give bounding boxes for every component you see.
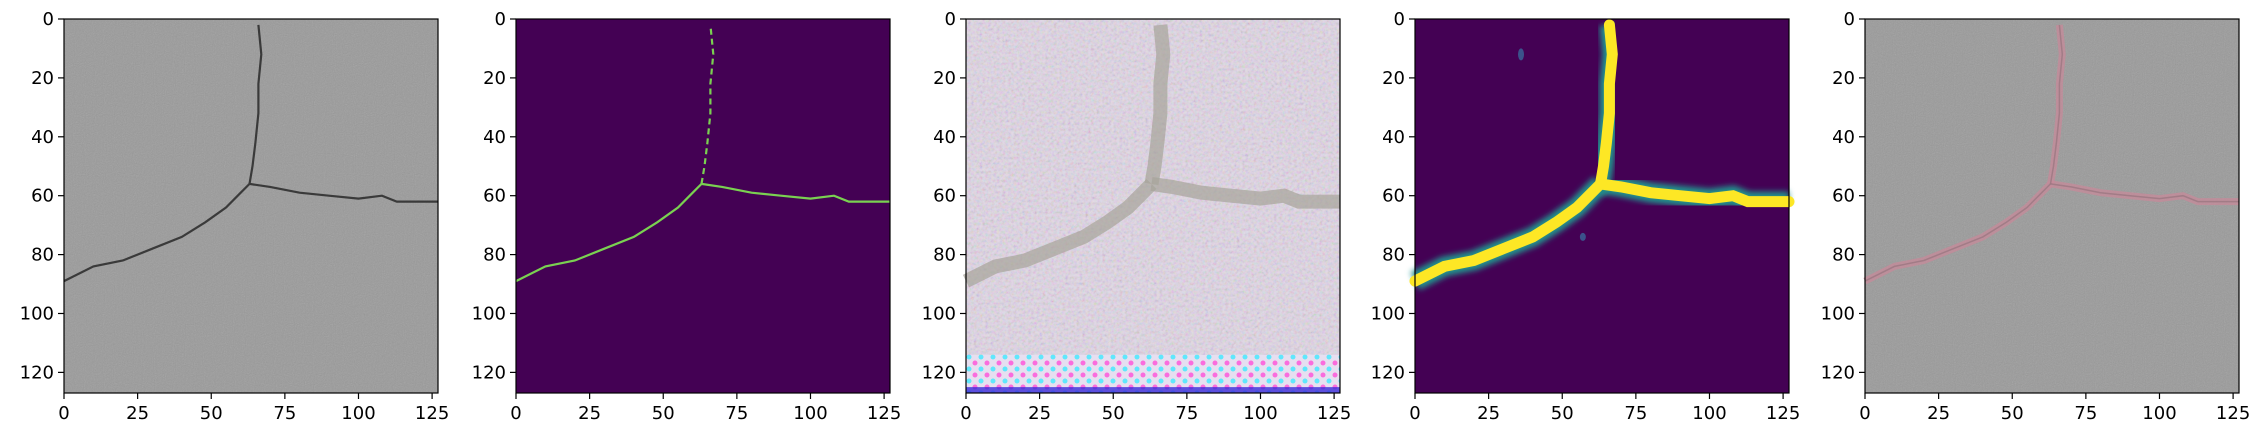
x-tick-label: 125 [1766,403,1800,424]
heatmap-core [1595,178,1795,208]
x-tick-label: 25 [578,403,601,424]
overlay-crack-core [2049,24,2064,185]
heatmap-core [1595,19,1618,190]
noisy-artifact-edge [966,387,1340,393]
y-tick-label: 40 [483,127,506,148]
x-tick-label: 100 [341,403,375,424]
x-tick-label: 0 [510,403,521,424]
y-tick-label: 100 [922,303,956,324]
x-tick-label: 50 [1102,403,1125,424]
x-tick-label: 100 [1243,403,1277,424]
crack-line [248,24,263,185]
y-tick-label: 80 [933,245,956,266]
heatmap-core [1409,178,1606,287]
mask-line [515,183,703,283]
mask-line [701,182,890,203]
x-tick-label: 0 [960,403,971,424]
y-tick-label: 20 [1832,68,1855,89]
y-tick-label: 20 [1382,68,1405,89]
x-tick-label: 75 [725,403,748,424]
axes-frame [1414,18,1790,394]
x-tick-label: 25 [126,403,149,424]
y-tick-label: 0 [1844,9,1855,30]
x-tick-label: 25 [1028,403,1051,424]
y-tick-label: 100 [472,303,506,324]
y-tick-label: 40 [31,127,54,148]
y-tick-label: 60 [933,186,956,207]
panel-overlay: 0 25 50 75 100 125 0 20 40 60 80 100 120 [1821,9,2251,424]
x-tick-label: 100 [2142,403,2176,424]
axes-frame [1864,18,2240,394]
overlay-crack-core [1864,183,2052,282]
y-tick-label: 60 [483,186,506,207]
y-tick-label: 20 [31,68,54,89]
y-tick-label: 80 [483,245,506,266]
x-tick-label: 125 [1317,403,1351,424]
y-tick-label: 20 [933,68,956,89]
panel-heatmap: 0 25 50 75 100 125 0 20 40 60 80 100 120 [1371,9,1801,424]
x-tick-label: 0 [58,403,69,424]
noisy-artifact-band [966,354,1340,393]
y-tick-label: 100 [1821,303,1855,324]
axes-frame [965,18,1341,394]
x-tick-label: 25 [1927,403,1950,424]
crack-line [63,183,251,283]
y-tick-label: 0 [1394,9,1405,30]
x-tick-label: 75 [1624,403,1647,424]
y-tick-label: 0 [945,9,956,30]
photo-texture [64,19,438,393]
x-tick-label: 50 [1551,403,1574,424]
x-tick-label: 125 [867,403,901,424]
panel-photo: 0 25 50 75 100 125 0 20 40 60 80 100 120 [20,9,450,424]
x-tick-label: 75 [2074,403,2097,424]
x-tick-label: 125 [2216,403,2250,424]
y-tick-label: 120 [20,362,54,383]
heatmap-blob [1518,48,1525,61]
x-tick-label: 100 [1692,403,1726,424]
y-tick-label: 120 [472,362,506,383]
panel-mask: 0 25 50 75 100 125 0 20 40 60 80 100 120 [472,9,902,424]
y-tick-label: 80 [1382,245,1405,266]
overlay-crack-core [2050,183,2239,203]
crack-line [249,182,438,203]
y-tick-label: 0 [495,9,506,30]
y-tick-label: 120 [922,362,956,383]
y-tick-label: 120 [1371,362,1405,383]
x-tick-label: 50 [200,403,223,424]
x-tick-label: 50 [652,403,675,424]
y-tick-label: 100 [20,303,54,324]
y-tick-label: 60 [1832,186,1855,207]
panel-noisy: 0 25 50 75 100 125 0 20 40 60 80 100 120 [922,9,1352,424]
photo-texture [1865,19,2239,393]
y-tick-label: 120 [1821,362,1855,383]
axes-frame [63,18,439,394]
x-tick-label: 75 [1175,403,1198,424]
x-tick-label: 0 [1859,403,1870,424]
mask-background [516,19,890,393]
noisy-crack [1150,176,1340,209]
y-tick-label: 40 [933,127,956,148]
x-tick-label: 50 [2001,403,2024,424]
y-tick-label: 40 [1382,127,1405,148]
y-tick-label: 20 [483,68,506,89]
x-tick-label: 0 [1409,403,1420,424]
y-tick-label: 80 [1832,245,1855,266]
x-tick-label: 125 [415,403,449,424]
noisy-texture [966,19,1340,393]
x-tick-label: 25 [1477,403,1500,424]
y-tick-label: 80 [31,245,54,266]
x-tick-label: 75 [273,403,296,424]
x-tick-label: 100 [793,403,827,424]
y-tick-label: 0 [43,9,54,30]
y-tick-label: 60 [1382,186,1405,207]
noisy-crack [1144,24,1171,186]
y-tick-label: 60 [31,186,54,207]
heatmap-blob [1579,232,1586,241]
y-tick-label: 100 [1371,303,1405,324]
axes-frame [515,18,891,394]
noisy-crack [962,178,1157,288]
mask-line [700,24,715,185]
y-tick-label: 40 [1832,127,1855,148]
